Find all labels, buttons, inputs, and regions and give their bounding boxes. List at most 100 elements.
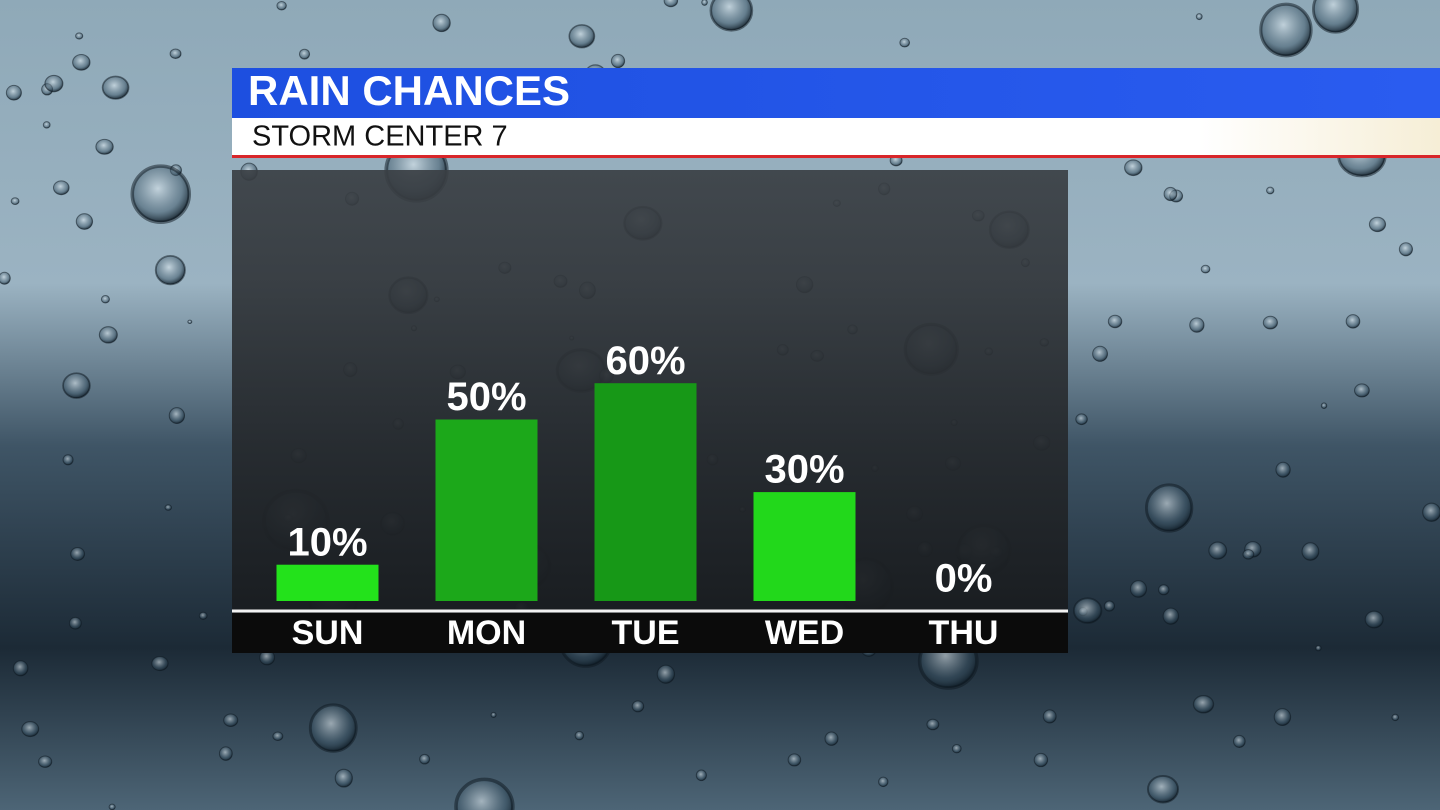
raindrop xyxy=(1368,216,1387,233)
title-bar xyxy=(232,68,1440,118)
raindrop xyxy=(44,74,64,93)
raindrop xyxy=(490,711,497,718)
raindrop xyxy=(38,755,53,768)
subtitle-bar xyxy=(232,118,1440,156)
raindrop xyxy=(298,48,311,60)
raindrop xyxy=(454,777,515,810)
raindrop xyxy=(151,655,169,672)
raindrop xyxy=(168,407,186,424)
raindrop xyxy=(130,164,192,224)
bar xyxy=(594,383,697,601)
raindrop xyxy=(701,0,708,6)
raindrop xyxy=(899,37,911,48)
value-label: 0% xyxy=(935,557,993,601)
raindrop xyxy=(1192,695,1215,714)
raindrop xyxy=(1103,600,1116,612)
raindrop xyxy=(1107,314,1123,329)
raindrop xyxy=(787,753,802,767)
raindrop xyxy=(62,454,74,466)
bar xyxy=(435,419,538,601)
raindrop xyxy=(1200,264,1211,274)
raindrop xyxy=(0,271,11,285)
raindrop xyxy=(52,180,70,196)
bar xyxy=(276,564,379,601)
raindrop xyxy=(1315,644,1322,652)
chart-title: RAIN CHANCES xyxy=(248,67,570,114)
raindrop xyxy=(272,731,284,742)
raindrop xyxy=(1145,483,1194,533)
raindrop xyxy=(223,713,239,727)
raindrop xyxy=(276,1,287,11)
raindrop xyxy=(1320,402,1328,409)
x-tick-label: THU xyxy=(929,614,999,652)
raindrop xyxy=(164,504,172,511)
x-tick-label: MON xyxy=(447,614,526,652)
raindrop xyxy=(1364,610,1384,629)
raindrop xyxy=(1422,502,1440,522)
raindrop xyxy=(432,13,451,33)
raindrop xyxy=(75,213,94,230)
raindrop xyxy=(1129,580,1148,598)
raindrop xyxy=(656,664,676,684)
x-tick-label: WED xyxy=(765,614,844,652)
raindrop xyxy=(631,700,645,713)
chart-subtitle: STORM CENTER 7 xyxy=(252,121,508,153)
raindrop xyxy=(1242,549,1255,560)
raindrop xyxy=(5,84,22,101)
raindrop xyxy=(1232,734,1246,748)
raindrop xyxy=(1195,13,1203,21)
raindrop xyxy=(1354,383,1370,398)
raindrop xyxy=(1033,752,1049,768)
raindrop xyxy=(1301,542,1320,561)
raindrop xyxy=(154,254,186,286)
raindrop xyxy=(198,611,208,620)
raindrop xyxy=(695,769,707,782)
raindrop xyxy=(75,32,84,40)
raindrop xyxy=(878,776,889,788)
raindrop xyxy=(21,721,40,738)
raindrop xyxy=(100,294,110,304)
raindrop xyxy=(1208,541,1228,560)
raindrop xyxy=(10,197,20,206)
raindrop xyxy=(1075,413,1088,426)
value-label: 30% xyxy=(764,448,844,492)
raindrop xyxy=(1312,0,1360,34)
x-tick-label: TUE xyxy=(612,614,680,652)
raindrop xyxy=(218,746,233,761)
value-label: 60% xyxy=(605,339,685,383)
raindrop xyxy=(824,731,839,746)
raindrop xyxy=(308,703,358,753)
raindrop xyxy=(1262,315,1278,330)
raindrop xyxy=(70,546,85,561)
plot: SUN 10% MON 50% TUE 60% WED 30% THU 0% xyxy=(276,339,999,652)
raindrop xyxy=(68,616,82,630)
raindrop xyxy=(108,803,116,810)
raindrop xyxy=(98,326,118,344)
raindrop xyxy=(574,730,585,741)
value-label: 50% xyxy=(446,375,526,419)
raindrop xyxy=(1163,186,1178,202)
accent-line xyxy=(232,155,1440,158)
category-strip xyxy=(232,613,1068,653)
raindrop xyxy=(62,372,91,399)
raindrop xyxy=(1189,317,1205,333)
value-label: 10% xyxy=(287,520,367,564)
raindrop xyxy=(1398,242,1413,257)
raindrop xyxy=(709,0,754,32)
x-tick-label: SUN xyxy=(292,614,364,652)
raindrop xyxy=(72,53,91,71)
raindrop xyxy=(1391,713,1400,722)
raindrop xyxy=(101,75,130,100)
raindrop xyxy=(1092,345,1109,362)
raindrop xyxy=(419,753,431,765)
raindrop xyxy=(1273,708,1292,726)
raindrop xyxy=(12,660,29,677)
raindrop xyxy=(1266,186,1275,195)
raindrop xyxy=(187,319,193,325)
raindrop xyxy=(1146,775,1180,804)
raindrop xyxy=(926,718,940,731)
raindrop xyxy=(1259,2,1313,58)
raindrop xyxy=(663,0,679,8)
